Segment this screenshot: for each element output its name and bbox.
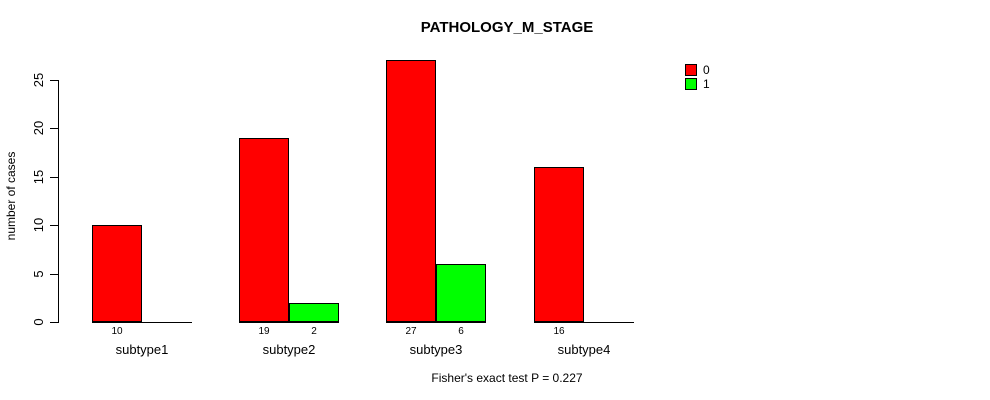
y-tick-label: 20 <box>31 120 46 136</box>
bar-value-label: 10 <box>111 326 123 337</box>
bar-value-label: 6 <box>458 326 464 337</box>
y-tick <box>50 274 58 275</box>
y-tick-label: 0 <box>31 318 46 326</box>
legend: 0 1 <box>685 64 710 92</box>
x-baseline <box>534 322 634 323</box>
bar-1-subtype2 <box>289 303 339 322</box>
y-tick <box>50 80 58 81</box>
x-baseline <box>92 322 192 323</box>
y-tick <box>50 128 58 129</box>
y-tick-label: 5 <box>31 270 46 278</box>
legend-item: 0 <box>685 64 710 76</box>
legend-label: 1 <box>703 77 710 91</box>
y-tick <box>50 177 58 178</box>
bar-value-label: 2 <box>311 326 317 337</box>
bar-value-label: 16 <box>553 326 565 337</box>
bar-0-subtype2 <box>239 138 289 322</box>
y-tick-label: 25 <box>31 72 46 88</box>
legend-label: 0 <box>703 63 710 77</box>
x-category-label: subtype1 <box>115 342 169 357</box>
bar-value-label: 19 <box>258 326 270 337</box>
stat-annotation: Fisher's exact test P = 0.227 <box>431 371 583 385</box>
bar-value-label: 27 <box>405 326 417 337</box>
chart-title: PATHOLOGY_M_STAGE <box>420 19 594 36</box>
x-category-label: subtype4 <box>557 342 611 357</box>
y-tick-label: 15 <box>31 169 46 185</box>
legend-swatch-red-icon <box>685 64 697 76</box>
legend-item: 1 <box>685 78 710 90</box>
bar-0-subtype3 <box>386 60 436 322</box>
y-tick <box>50 225 58 226</box>
bar-0-subtype1 <box>92 225 142 322</box>
x-category-label: subtype2 <box>262 342 316 357</box>
y-tick <box>50 322 58 323</box>
x-category-label: subtype3 <box>409 342 463 357</box>
bar-1-subtype3 <box>436 264 486 322</box>
x-baseline <box>239 322 339 323</box>
y-axis-line <box>58 80 59 323</box>
bar-0-subtype4 <box>534 167 584 322</box>
legend-swatch-green-icon <box>685 78 697 90</box>
x-baseline <box>386 322 486 323</box>
y-tick-label: 10 <box>31 217 46 233</box>
